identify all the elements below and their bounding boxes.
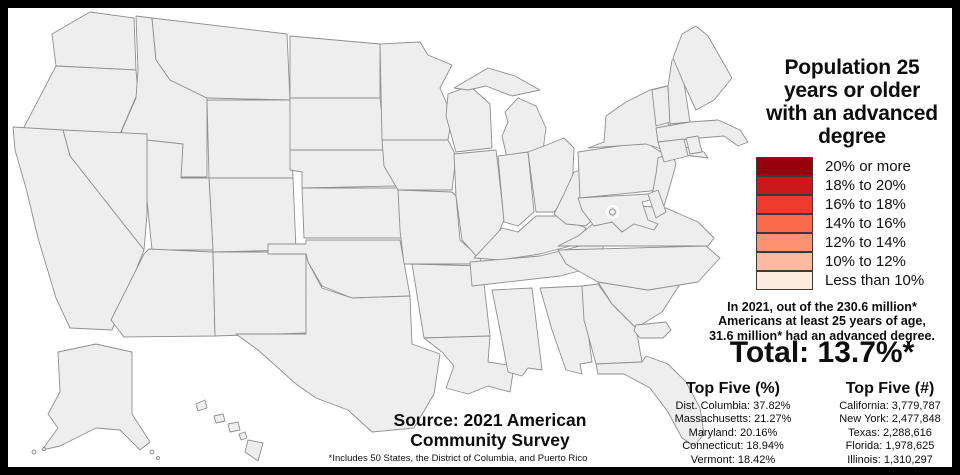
state-connecticut <box>657 138 689 163</box>
list-item: California: 3,779,787 <box>839 400 941 412</box>
legend-label: 20% or more <box>825 158 911 175</box>
legend-swatch <box>756 157 813 176</box>
infographic-canvas: Population 25 years or older with an adv… <box>8 8 952 467</box>
dc-marker-ring <box>605 205 620 219</box>
us-choropleth-map <box>12 11 749 462</box>
top-five-count: Top Five (#) California: 3,779,787 New Yo… <box>826 380 952 467</box>
state-ohio <box>527 137 575 213</box>
alaska-island <box>149 449 155 455</box>
territory-puerto-rico <box>633 321 672 339</box>
state-kansas <box>301 187 403 239</box>
state-california <box>12 126 145 331</box>
state-washington <box>51 11 137 71</box>
legend-item: 10% to 12% <box>756 252 924 271</box>
legend-item: 18% to 20% <box>756 176 924 195</box>
top-five-count-heading: Top Five (#) <box>845 380 935 397</box>
source-line: Source: 2021 American <box>393 410 587 430</box>
state-rhode-island <box>685 135 703 155</box>
legend-label: 12% to 14% <box>825 234 906 251</box>
legend-label: 16% to 18% <box>825 196 906 213</box>
top-five-percent: Top Five (%) Dist. Columbia: 37.82% Massa… <box>648 380 818 467</box>
title-line: degree <box>818 125 886 149</box>
summary-line: In 2021, out of the 230.6 million* <box>727 300 917 314</box>
total-value: Total: 13.7%* <box>729 336 915 369</box>
legend-item: Less than 10% <box>756 271 924 290</box>
title-line: with an advanced <box>766 102 938 126</box>
hawaii-island <box>213 413 226 424</box>
legend-swatch <box>756 233 813 252</box>
state-texas <box>235 253 441 433</box>
state-pennsylvania <box>577 141 665 199</box>
state-oregon <box>21 65 139 135</box>
summary-line: Americans at least 25 years of age, <box>718 314 926 329</box>
state-maine <box>672 25 733 111</box>
state-florida <box>595 355 705 447</box>
summary-line: 31.6 million* had an advanced degree. <box>709 328 935 343</box>
state-district-of-columbia <box>609 208 616 216</box>
state-new-hampshire <box>667 55 691 125</box>
title-line: years or older <box>783 79 921 103</box>
legend-item: 12% to 14% <box>756 233 924 252</box>
state-wyoming <box>206 99 294 179</box>
legend-swatch <box>756 214 813 233</box>
top-five-percent-list: Dist. Columbia: 37.82% Massachusetts: 21.… <box>648 400 818 467</box>
state-alaska <box>41 343 151 451</box>
state-minnesota <box>379 41 453 141</box>
state-north-carolina <box>557 245 721 291</box>
source-note: Source: 2021 American Community Survey <box>378 410 602 450</box>
title-line: Population 25 <box>784 56 920 79</box>
alaska-island <box>31 449 37 455</box>
legend-label: Less than 10% <box>825 272 925 289</box>
alaska-island <box>42 447 46 451</box>
state-georgia <box>581 283 643 365</box>
legend-swatch <box>756 271 813 290</box>
hawaii-island <box>227 421 241 433</box>
summary-text: In 2021, out of the 230.6 million* Ameri… <box>684 300 952 343</box>
list-item: Dist. Columbia: 37.82% <box>675 400 791 412</box>
legend-label: 18% to 20% <box>825 177 906 194</box>
state-louisiana <box>423 335 515 395</box>
infographic-title: Population 25 years or older with an adv… <box>743 56 952 148</box>
legend-swatch <box>756 252 813 271</box>
legend-swatch <box>756 195 813 214</box>
list-item: New York: 2,477,848 <box>839 413 941 426</box>
state-montana <box>151 17 291 101</box>
state-wisconsin <box>445 85 493 153</box>
top-five-percent-heading: Top Five (%) <box>686 380 780 397</box>
legend-item: 20% or more <box>756 157 924 176</box>
state-indiana <box>497 151 535 227</box>
list-item: Illinois: 1,310,297 <box>847 453 933 466</box>
legend: 20% or more 18% to 20% 16% to 18% 14% to 16… <box>756 157 924 290</box>
list-item: Maryland: 20.16% <box>688 426 778 439</box>
source-line: Community Survey <box>410 430 570 451</box>
alaska-island <box>156 456 160 460</box>
top-five-count-list: California: 3,779,787 New York: 2,477,848… <box>826 400 952 467</box>
legend-item: 16% to 18% <box>756 195 924 214</box>
state-delaware <box>647 189 667 219</box>
hawaii-island <box>244 439 264 462</box>
state-michigan-upper-peninsula <box>453 67 541 97</box>
list-item: Massachusetts: 21.27% <box>674 413 792 426</box>
hawaii-island <box>238 431 248 441</box>
legend-swatch <box>756 176 813 195</box>
list-item: Florida: 1,978,625 <box>845 440 935 453</box>
state-nebraska <box>289 149 397 189</box>
footnote: *Includes 50 States, the District of Col… <box>328 453 588 464</box>
state-north-dakota <box>289 35 381 99</box>
state-south-dakota <box>289 97 387 151</box>
state-colorado <box>208 177 297 253</box>
list-item: Connecticut: 18.94% <box>682 440 784 453</box>
legend-item: 14% to 16% <box>756 214 924 233</box>
state-mississippi <box>491 287 543 377</box>
list-item: Vermont: 18.42% <box>690 453 776 466</box>
state-new-mexico <box>212 251 307 337</box>
legend-label: 10% to 12% <box>825 253 906 270</box>
legend-label: 14% to 16% <box>825 215 906 232</box>
state-hawaii <box>195 399 208 412</box>
list-item: Texas: 2,288,616 <box>848 426 932 439</box>
state-iowa <box>381 139 457 191</box>
